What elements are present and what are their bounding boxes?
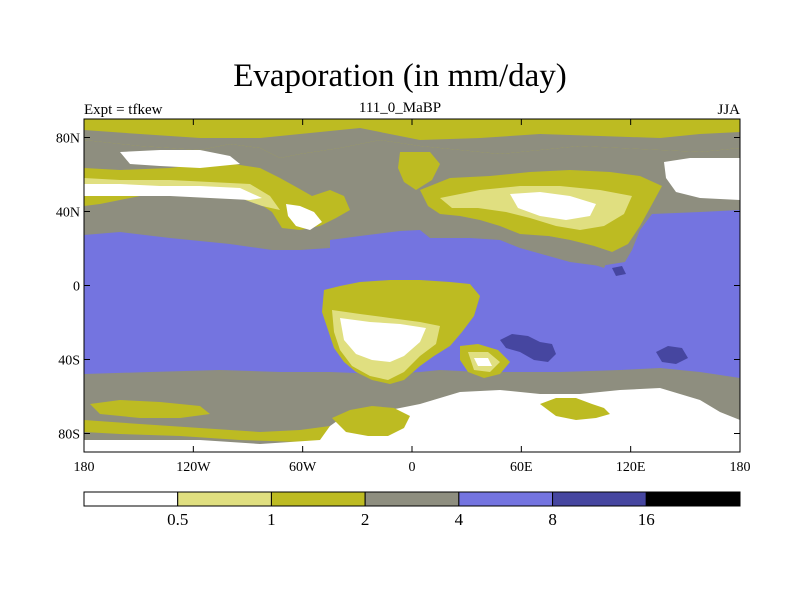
lon-tick-label: 60E (510, 460, 533, 475)
lon-tick-label: 60W (289, 460, 317, 475)
lon-tick-label: 180 (730, 460, 751, 475)
arctic-grey-band (84, 128, 740, 158)
colorbar-level-label: 4 (455, 510, 464, 529)
land-north-america-dry (84, 184, 262, 200)
land-antarctica-olive-1 (332, 406, 410, 436)
land-west-us-dry (286, 204, 322, 230)
land-south-america-dry (340, 318, 426, 362)
colorbar-level-label: 1 (267, 510, 276, 529)
colorbar-level-label: 16 (638, 510, 655, 529)
lat-tick-label: 40N (56, 206, 80, 221)
ocean-dark-blue-patch (500, 334, 556, 362)
colorbar-swatch (177, 491, 272, 507)
colorbar-level-label: 0.5 (167, 510, 188, 529)
experiment-label: Expt = tfkew (84, 102, 163, 118)
lon-axis: 180 120W 60W 0 60E 120E 180 (74, 119, 751, 475)
arctic-white-1 (120, 150, 240, 168)
colorbar-swatch (458, 491, 554, 507)
colorbar-swatch (645, 491, 741, 507)
lat-tick-label: 80S (58, 428, 80, 443)
colorbar-swatch (83, 491, 179, 507)
colorbar-swatch (364, 491, 460, 507)
lon-tick-label: 0 (409, 460, 416, 475)
colorbar-swatch (270, 491, 366, 507)
colorbar-swatch (552, 491, 647, 507)
land-antarctica-olive-2 (540, 398, 610, 420)
land-eurasia-grey (520, 236, 612, 268)
lon-tick-label: 120W (176, 460, 211, 475)
grey-lobe-pacific (230, 232, 330, 250)
lat-tick-label: 80N (56, 132, 80, 147)
southern-olive-band-2 (84, 420, 330, 442)
colorbar: 0.5 1 2 4 8 16 (83, 491, 741, 529)
lat-tick-label: 0 (73, 280, 80, 295)
map-field (84, 119, 740, 452)
ocean-dark-blue-patch-3 (612, 266, 626, 276)
map-title: Evaporation (in mm/day) (233, 58, 567, 94)
colorbar-level-label: 2 (361, 510, 370, 529)
land-north-america (84, 162, 350, 230)
land-greenland (398, 152, 440, 190)
land-africa-south-dry (474, 358, 492, 366)
arctic-white-2 (664, 158, 740, 200)
colorbar-level-label: 8 (548, 510, 557, 529)
land-eurasia-dry (510, 192, 596, 220)
lat-tick-label: 40S (58, 354, 80, 369)
southern-olive-band (90, 400, 210, 418)
season-label: JJA (717, 102, 740, 118)
time-label: 111_0_MaBP (358, 100, 442, 116)
lon-tick-label: 120E (616, 460, 646, 475)
ocean-dark-blue-patch-2 (656, 346, 688, 364)
lat-axis: 80N 40N 0 40S 80S (56, 132, 740, 443)
lon-tick-label: 180 (74, 460, 95, 475)
